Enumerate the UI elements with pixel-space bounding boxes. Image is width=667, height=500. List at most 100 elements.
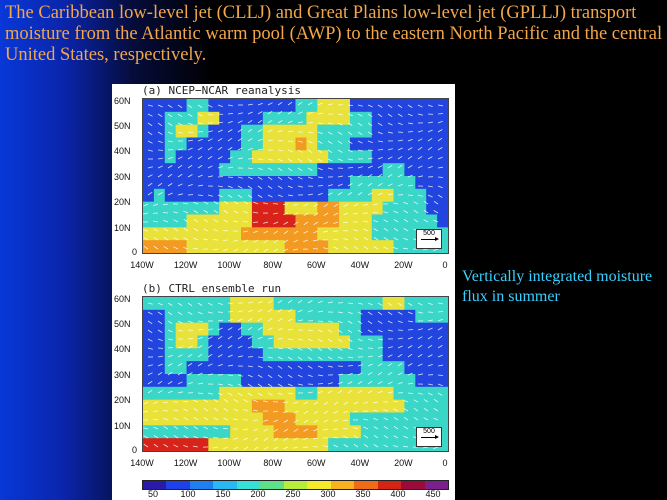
flux-cell	[175, 386, 188, 401]
flux-arrow	[223, 446, 229, 450]
flux-cell	[241, 425, 253, 439]
flux-cell	[273, 201, 286, 216]
flux-cell	[230, 335, 242, 349]
flux-arrow	[287, 149, 293, 153]
flux-arrow	[413, 399, 419, 403]
flux-arrow	[367, 311, 373, 316]
flux-cell	[143, 176, 155, 190]
flux-cell	[262, 150, 275, 164]
flux-arrow	[327, 167, 333, 170]
flux-arrow	[167, 104, 173, 108]
flux-arrow	[437, 104, 443, 107]
flux-arrow	[253, 239, 259, 243]
flux-cell	[230, 163, 242, 177]
flux-arrow	[233, 437, 239, 440]
flux-arrow	[287, 347, 293, 351]
flux-cell	[251, 150, 264, 164]
flux-arrow	[393, 237, 399, 241]
flux-arrow	[213, 407, 219, 412]
flux-arrow	[303, 230, 309, 234]
flux-cell	[426, 99, 438, 113]
flux-arrow	[167, 173, 173, 178]
flux-arrow	[377, 149, 384, 151]
flux-arrow	[253, 409, 259, 412]
flux-arrow	[183, 202, 189, 205]
flux-arrow	[427, 319, 433, 322]
flux-arrow	[393, 400, 399, 403]
flux-arrow	[403, 210, 409, 214]
flux-arrow	[307, 391, 313, 394]
flux-cell	[164, 322, 177, 337]
colorbar-swatch	[307, 481, 331, 489]
flux-arrow	[367, 113, 373, 118]
flux-arrow	[153, 220, 159, 223]
flux-arrow	[323, 247, 329, 250]
lat-tick: 60N	[114, 96, 131, 106]
flux-cell	[295, 425, 307, 439]
flux-arrow	[287, 318, 293, 322]
flux-cell	[251, 335, 264, 349]
flux-cell	[360, 188, 373, 203]
flux-arrow	[143, 237, 149, 241]
flux-cell	[241, 163, 253, 177]
flux-arrow	[293, 428, 299, 433]
flux-arrow	[193, 201, 199, 205]
flux-cell	[404, 137, 416, 151]
flux-cell	[153, 374, 166, 388]
flux-arrow	[247, 111, 253, 115]
flux-arrow	[177, 183, 183, 187]
flux-cell	[164, 240, 177, 253]
flux-arrow	[317, 390, 323, 394]
flux-cell	[295, 322, 307, 337]
flux-cell	[371, 399, 384, 414]
flux-cell	[349, 111, 362, 126]
flux-arrow	[323, 221, 329, 225]
flux-arrow	[287, 111, 293, 115]
flux-cell	[426, 374, 438, 388]
flux-cell	[437, 322, 448, 337]
flux-cell	[393, 374, 406, 388]
flux-arrow	[347, 149, 353, 153]
flux-cell	[349, 309, 362, 324]
flux-arrow	[303, 401, 309, 405]
flux-arrow	[407, 311, 413, 315]
flux-arrow	[337, 122, 343, 126]
flux-arrow	[187, 122, 193, 125]
flux-arrow	[187, 104, 193, 109]
flux-arrow	[257, 176, 263, 180]
flux-arrow	[407, 345, 413, 349]
flux-arrow	[377, 311, 383, 316]
flux-cell	[186, 227, 199, 241]
flux-arrow	[417, 104, 423, 108]
flux-arrow	[357, 149, 363, 152]
flux-cell	[382, 374, 395, 388]
flux-arrow	[273, 428, 279, 433]
flux-cell	[328, 374, 340, 388]
flux-arrow	[313, 437, 319, 440]
flux-arrow	[217, 392, 223, 396]
flux-arrow	[397, 311, 403, 315]
flux-arrow	[247, 194, 253, 199]
flux-arrow	[227, 147, 233, 151]
flux-cell	[175, 188, 188, 203]
flux-arrow	[227, 176, 234, 178]
flux-arrow	[167, 131, 173, 135]
flux-cell	[328, 386, 340, 401]
flux-arrow	[367, 390, 373, 394]
flux-cell	[284, 374, 297, 388]
flux-arrow	[277, 365, 283, 370]
flux-arrow	[437, 383, 443, 387]
flux-cell	[164, 361, 177, 375]
flux-arrow	[213, 200, 219, 205]
flux-cell	[393, 163, 406, 177]
flux-cell	[284, 137, 297, 151]
flux-arrow	[297, 299, 303, 304]
flux-cell	[219, 412, 231, 426]
colorbar-labels: 50 100 150 200 250 300 350 400 450	[142, 489, 447, 500]
flux-cell	[371, 425, 384, 439]
flux-cell	[349, 163, 362, 177]
flux-cell	[437, 399, 448, 414]
flux-cell	[153, 386, 166, 401]
flux-arrow	[222, 437, 229, 439]
flux-arrow	[377, 302, 383, 306]
